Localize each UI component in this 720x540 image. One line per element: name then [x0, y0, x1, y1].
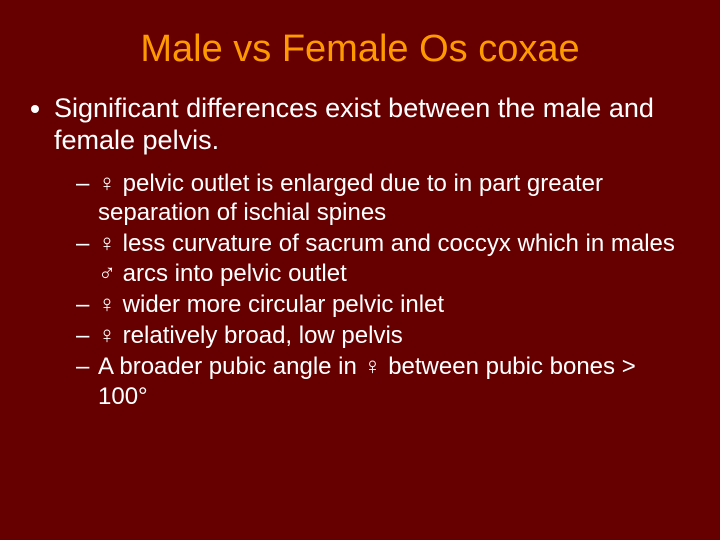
sub-bullet-item: ♀ wider more circular pelvic inlet: [76, 290, 692, 319]
slide: Male vs Female Os coxae Significant diff…: [0, 0, 720, 540]
bullet-list-level2: ♀ pelvic outlet is enlarged due to in pa…: [54, 169, 692, 411]
sub-bullet-text: ♀ wider more circular pelvic inlet: [98, 291, 444, 318]
sub-bullet-item: ♀ relatively broad, low pelvis: [76, 321, 692, 350]
slide-title: Male vs Female Os coxae: [28, 28, 692, 71]
sub-bullet-item: ♀ pelvic outlet is enlarged due to in pa…: [76, 169, 692, 228]
sub-bullet-item: ♀ less curvature of sacrum and coccyx wh…: [76, 229, 692, 288]
sub-bullet-item: A broader pubic angle in ♀ between pubic…: [76, 352, 692, 411]
bullet-list-level1: Significant differences exist between th…: [28, 93, 692, 411]
bullet-item: Significant differences exist between th…: [54, 93, 692, 411]
sub-bullet-text: ♀ pelvic outlet is enlarged due to in pa…: [98, 170, 603, 226]
sub-bullet-text: ♀ less curvature of sacrum and coccyx wh…: [98, 230, 675, 286]
sub-bullet-text: A broader pubic angle in ♀ between pubic…: [98, 353, 636, 409]
bullet-text: Significant differences exist between th…: [54, 93, 654, 155]
sub-bullet-text: ♀ relatively broad, low pelvis: [98, 322, 403, 349]
